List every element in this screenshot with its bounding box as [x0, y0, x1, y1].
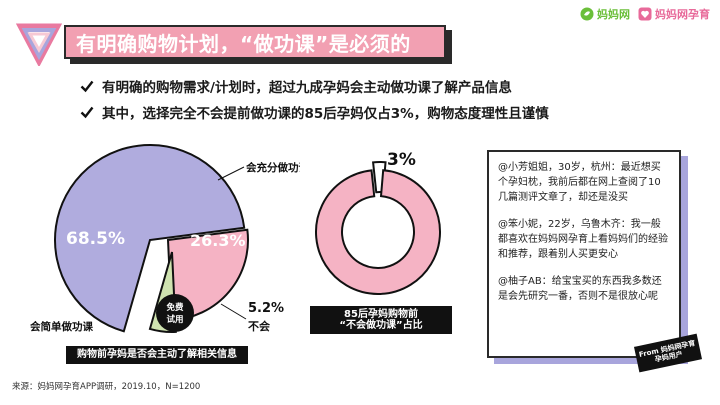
leader-line — [220, 303, 247, 320]
triangle-logo-icon — [16, 23, 62, 66]
check-icon — [80, 106, 94, 119]
no-research-donut-chart: 3% — [315, 150, 441, 295]
user-quote: @柚子AB：给宝宝买的东西我多数还是会先研究一番，否则不是很放心呢 — [498, 276, 662, 302]
user-quote: @小芳姐姐，30岁，杭州：最近想买个孕妇枕，我前后都在网上查阅了10几篇测评文章… — [498, 162, 661, 203]
finding-item: 有明确的购物需求/计划时，超过九成孕妈会主动做功课了解产品信息 — [80, 73, 549, 99]
slice-label-none: 不会 — [248, 319, 271, 333]
pie-chart-caption: 购物前孕妈是否会主动了解相关信息 — [66, 346, 248, 364]
key-findings: 有明确的购物需求/计划时，超过九成孕妈会主动做功课了解产品信息 其中，选择完全不… — [80, 73, 549, 125]
brand-mamawang: 妈妈网 — [580, 6, 630, 22]
user-quotes-box: @小芳姐姐，30岁，杭州：最近想买个孕妇枕，我前后都在网上查阅了10几篇测评文章… — [487, 150, 681, 358]
finding-item: 其中，选择完全不会提前做功课的85后孕妈仅占3%，购物态度理性且谨慎 — [80, 99, 549, 125]
info-seeking-pie-chart: 免费 试用 68.5% 26.3% 5.2% 会简单做功课 会充分做功课 不会 — [30, 144, 300, 333]
slice-value-label-none: 5.2% — [248, 301, 284, 316]
donut-value-label: 3% — [387, 150, 416, 170]
brand-left-label: 妈妈网 — [597, 8, 630, 21]
brand-right-label: 妈妈网孕育 — [655, 8, 710, 21]
slice-label-simple: 会简单做功课 — [30, 320, 93, 333]
free-trial-badge-line2: 试用 — [166, 314, 183, 325]
slice-value-label-simple: 68.5% — [66, 229, 125, 249]
donut-slice-other — [315, 169, 441, 295]
page-title: 有明确购物计划，“做功课”是必须的 — [76, 31, 411, 56]
leader-line — [217, 166, 245, 181]
pie-slice-simple — [54, 144, 246, 333]
finding-text: 有明确的购物需求/计划时，超过九成孕妈会主动做功课了解产品信息 — [102, 80, 512, 96]
donut-chart-caption: 85后孕妈购物前 “不会做功课”占比 — [310, 306, 452, 334]
slice-value-label-thorough: 26.3% — [190, 231, 246, 250]
donut-caption-line1: 85后孕妈购物前 — [344, 308, 418, 320]
free-trial-badge-line1: 免费 — [166, 302, 184, 313]
donut-caption-line2: “不会做功课”占比 — [339, 320, 423, 331]
brand-logos: 妈妈网 妈妈网孕育 — [580, 6, 710, 22]
heart-logo-icon — [638, 7, 652, 21]
title-banner: 有明确购物计划，“做功课”是必须的 — [64, 25, 446, 59]
finding-text: 其中，选择完全不会提前做功课的85后孕妈仅占3%，购物态度理性且谨慎 — [102, 106, 549, 122]
check-icon — [80, 80, 94, 93]
user-quote: @笨小妮，22岁，乌鲁木齐：我一般都喜欢在妈妈网孕育上看妈妈们的经验和推荐，跟着… — [498, 219, 668, 260]
brand-mamawang-yunyu: 妈妈网孕育 — [638, 6, 710, 22]
free-trial-badge — [156, 294, 194, 332]
source-note: 来源：妈妈网孕育APP调研，2019.10，N=1200 — [12, 382, 201, 392]
leaf-logo-icon — [580, 7, 594, 21]
slice-label-thorough: 会充分做功课 — [246, 161, 300, 174]
